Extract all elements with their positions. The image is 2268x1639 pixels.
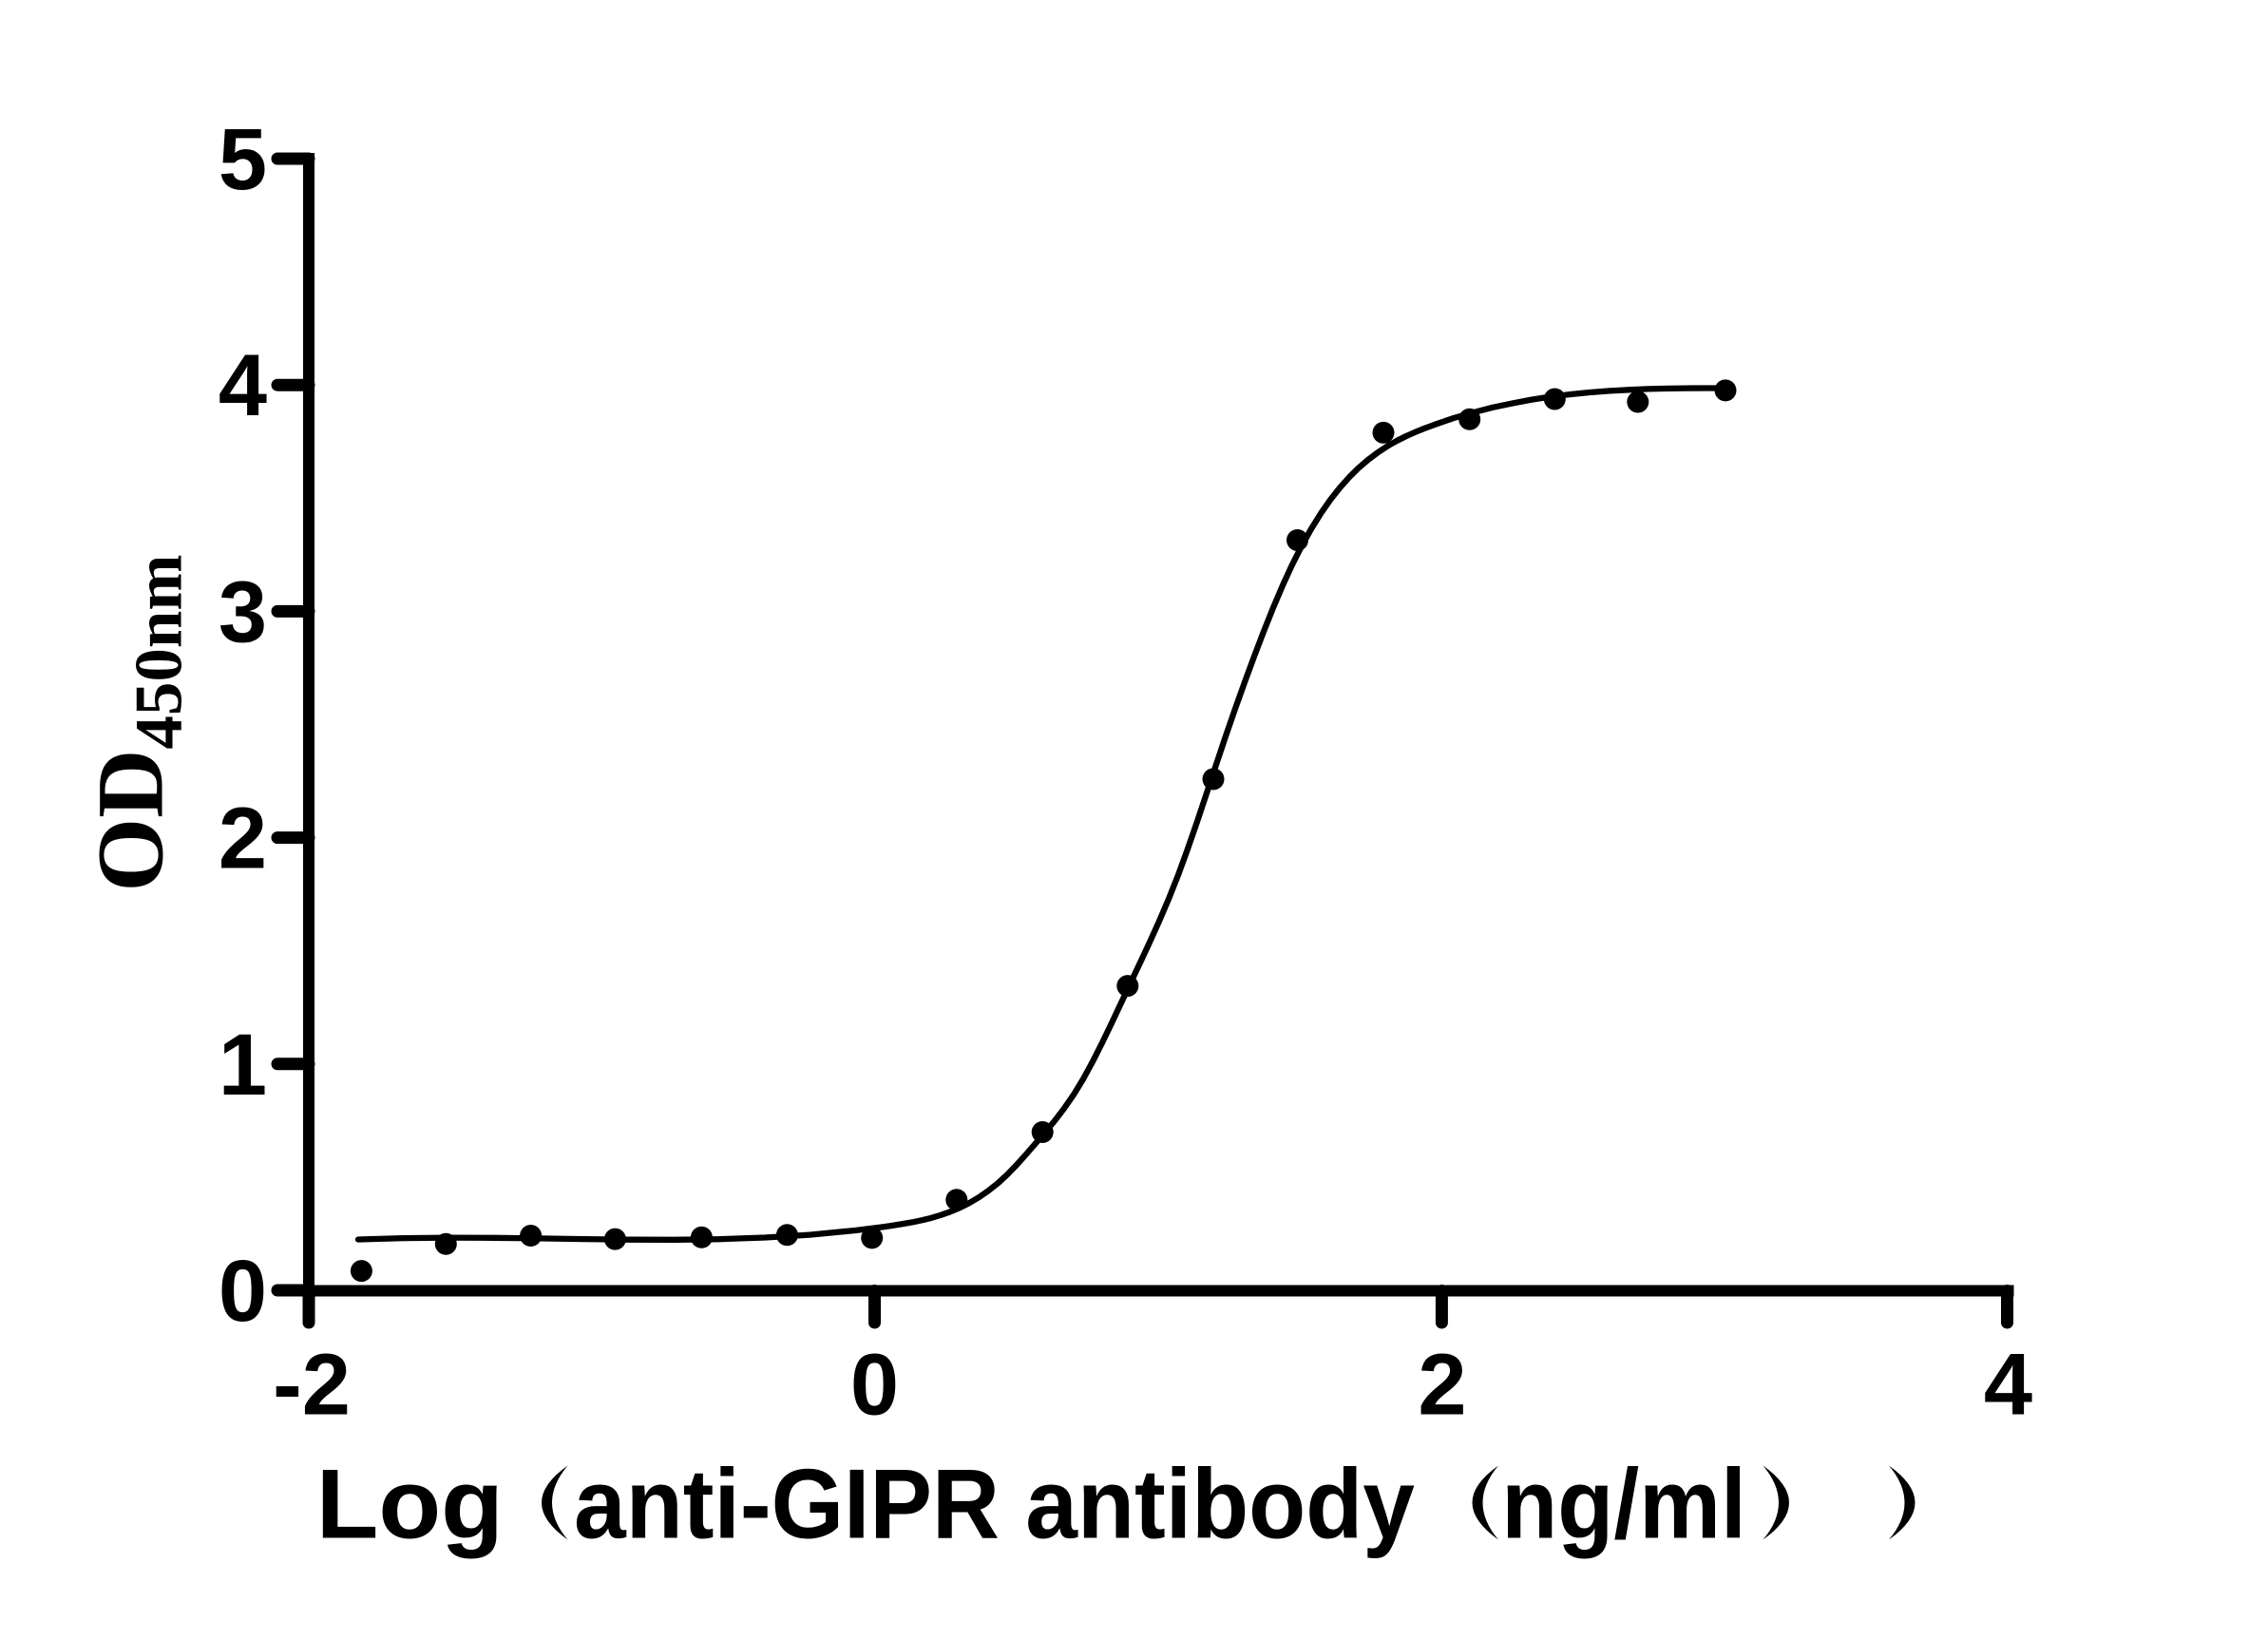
svg-text:OD450nm: OD450nm <box>78 554 197 891</box>
svg-text:anti-GIPR antibody: anti-GIPR antibody <box>574 1450 1415 1560</box>
svg-text:Log: Log <box>316 1450 504 1560</box>
svg-text:4: 4 <box>1984 1337 2032 1434</box>
svg-text:-2: -2 <box>273 1337 351 1434</box>
svg-text:ng/ml: ng/ml <box>1501 1450 1746 1560</box>
svg-text:0: 0 <box>850 1337 899 1434</box>
svg-text:3: 3 <box>219 563 267 660</box>
svg-text:5: 5 <box>219 111 267 208</box>
svg-text:2: 2 <box>219 791 267 887</box>
svg-text:4: 4 <box>219 337 267 434</box>
svg-text:2: 2 <box>1418 1337 1466 1434</box>
svg-text:1: 1 <box>219 1017 267 1114</box>
svg-text:0: 0 <box>219 1243 267 1340</box>
